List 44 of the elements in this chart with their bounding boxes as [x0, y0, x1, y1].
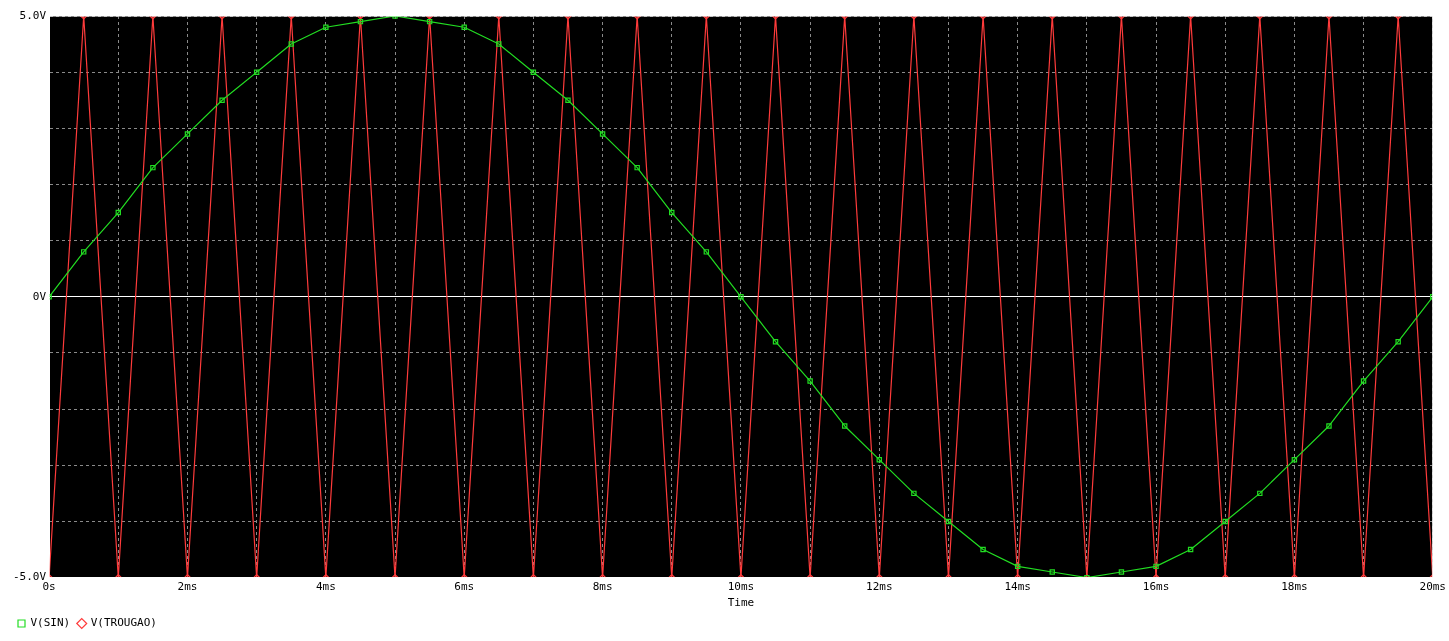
legend-label: V(TROUGAO): [90, 616, 157, 630]
point: [253, 69, 260, 75]
x-tick-label: 20ms: [1419, 580, 1446, 594]
x-axis-title: Time: [727, 596, 755, 610]
point: [323, 24, 329, 30]
point: [496, 41, 502, 47]
point: [1395, 339, 1401, 345]
point: [565, 97, 571, 103]
x-tick-label: 12ms: [866, 580, 893, 594]
x-tick-label: 10ms: [727, 580, 755, 594]
point: [1153, 563, 1159, 570]
point: [634, 164, 640, 171]
point: [288, 41, 294, 47]
point: [461, 24, 467, 30]
point: [599, 131, 606, 137]
x-tick-label: 8ms: [592, 580, 613, 594]
x-tick-label: 2ms: [177, 580, 198, 594]
point: [980, 546, 986, 553]
point: [530, 69, 537, 75]
point: [1257, 490, 1263, 497]
x-tick-label: 0s: [42, 580, 56, 594]
y-tick-label: 5.0V: [19, 8, 47, 22]
point: [80, 249, 87, 255]
point: [1326, 423, 1332, 429]
point: [703, 249, 710, 255]
x-tick-label: 4ms: [315, 580, 336, 594]
point: [738, 294, 744, 300]
point: [1118, 569, 1125, 575]
point: [841, 423, 848, 429]
point: [807, 378, 813, 384]
point: [911, 490, 917, 497]
point: [184, 131, 191, 137]
x-tick-label: 18ms: [1281, 580, 1308, 594]
legend-label: V(SIN): [30, 616, 71, 630]
point: [150, 164, 156, 171]
point: [219, 97, 225, 103]
point: [1222, 518, 1228, 525]
x-tick-label: 6ms: [454, 580, 475, 594]
point: [1360, 378, 1367, 384]
x-tick-label: 14ms: [1004, 580, 1031, 594]
y-tick-label: 0V: [32, 289, 47, 303]
point: [1049, 569, 1055, 575]
point: [669, 209, 675, 216]
x-tick-label: 16ms: [1142, 580, 1170, 594]
